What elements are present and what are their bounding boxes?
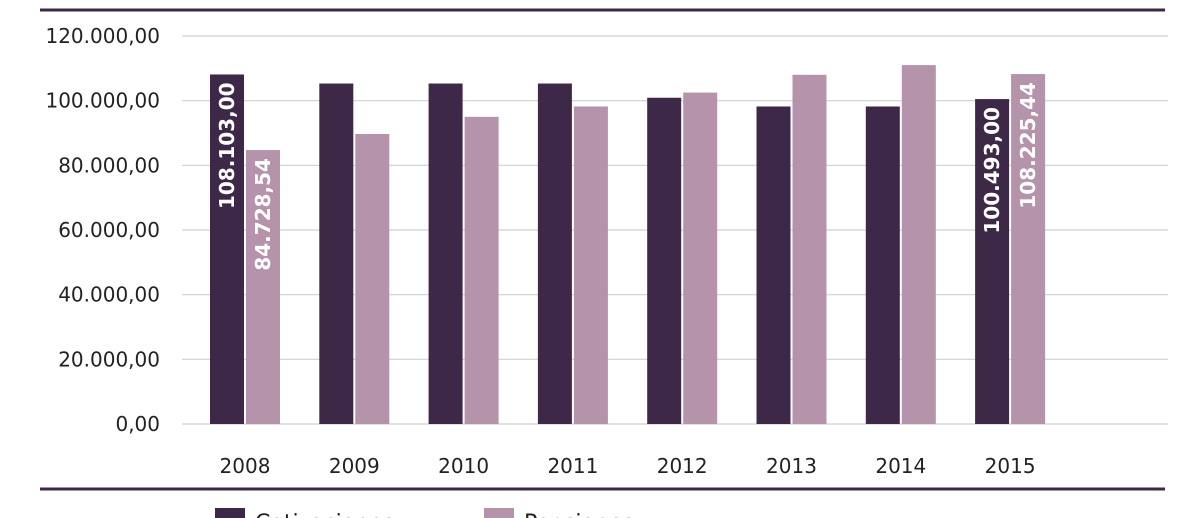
bar-cotizaciones-2008 bbox=[210, 74, 244, 424]
x-tick-label: 2014 bbox=[875, 454, 926, 478]
bar-pensiones-2011 bbox=[573, 106, 608, 424]
bar-pensiones-2009 bbox=[355, 133, 390, 424]
x-tick-label: 2011 bbox=[547, 454, 598, 478]
x-tick-label: 2013 bbox=[766, 454, 817, 478]
bar-cotizaciones-2013 bbox=[756, 106, 791, 424]
x-tick-label: 2012 bbox=[657, 454, 708, 478]
legend: Cotizaciones Pensiones bbox=[215, 508, 634, 518]
y-tick-label: 100.000,00 bbox=[45, 89, 160, 113]
bar-pensiones-2015 bbox=[1011, 74, 1046, 424]
y-tick-label: 120.000,00 bbox=[45, 24, 160, 48]
bar-pensiones-2014 bbox=[901, 65, 936, 424]
bar-cotizaciones-2011 bbox=[537, 83, 572, 424]
bar-cotizaciones-2010 bbox=[428, 83, 463, 424]
bar-pensiones-2008 bbox=[246, 150, 280, 425]
y-tick-label: 0,00 bbox=[115, 412, 160, 436]
bar-cotizaciones-2015 bbox=[975, 99, 1010, 424]
x-tick-label: 2009 bbox=[329, 454, 380, 478]
data-label: 108.225,44 bbox=[1016, 82, 1040, 209]
x-tick-label: 2015 bbox=[985, 454, 1036, 478]
bar-cotizaciones-2014 bbox=[865, 106, 900, 424]
legend-swatch bbox=[215, 508, 245, 518]
y-tick-label: 60.000,00 bbox=[58, 218, 160, 242]
x-tick-label: 2010 bbox=[438, 454, 489, 478]
y-tick-label: 20.000,00 bbox=[58, 347, 160, 371]
bar-cotizaciones-2009 bbox=[319, 83, 354, 424]
y-tick-label: 80.000,00 bbox=[58, 153, 160, 177]
legend-swatch bbox=[484, 508, 514, 518]
data-label: 84.728,54 bbox=[251, 158, 275, 271]
data-labels: 108.103,00 84.728,54 100.493,00 108.225,44 bbox=[215, 82, 1040, 271]
bar-pensiones-2013 bbox=[792, 74, 827, 425]
bar-pensiones-2010 bbox=[464, 116, 499, 424]
data-label: 108.103,00 bbox=[215, 82, 239, 209]
legend-label: Pensiones bbox=[524, 511, 634, 518]
y-tick-label: 40.000,00 bbox=[58, 283, 160, 307]
bar-cotizaciones-2012 bbox=[647, 97, 682, 425]
y-axis: 0,00 20.000,00 40.000,00 60.000,00 80.000,00… bbox=[45, 24, 160, 436]
x-tick-label: 2008 bbox=[220, 454, 271, 478]
bars bbox=[210, 65, 1046, 425]
data-label: 100.493,00 bbox=[980, 107, 1004, 234]
legend-label: Cotizaciones bbox=[255, 511, 394, 518]
x-axis: 2008 2009 2010 2011 2012 2013 2014 2015 bbox=[220, 454, 1036, 478]
bar-pensiones-2012 bbox=[683, 92, 718, 424]
